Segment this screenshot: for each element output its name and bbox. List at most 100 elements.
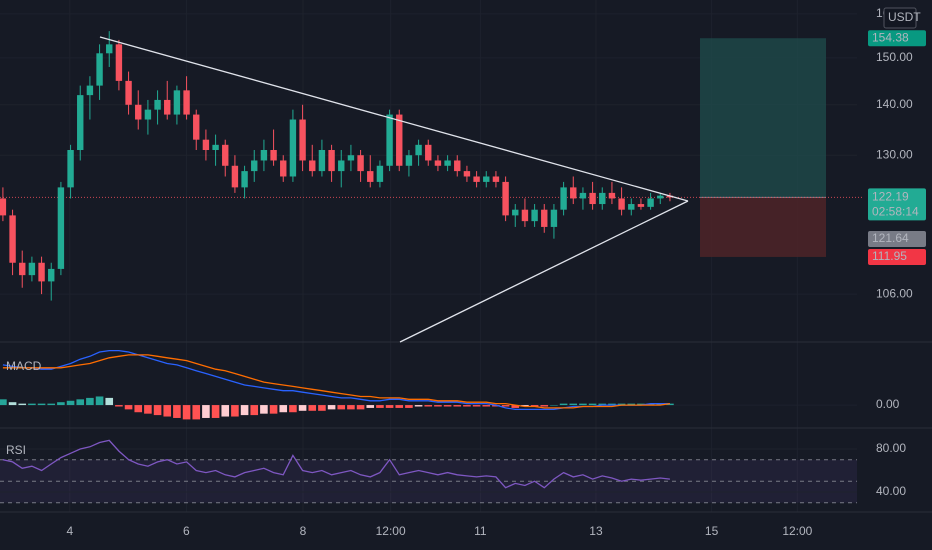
x-tick-label: 13 bbox=[589, 524, 603, 538]
candle-body bbox=[135, 104, 142, 120]
candle-body bbox=[415, 144, 422, 156]
candle-body bbox=[19, 262, 26, 276]
prev-close-label: 121.64 bbox=[872, 231, 909, 245]
histogram-bar bbox=[569, 403, 578, 406]
histogram-bar bbox=[231, 405, 239, 417]
histogram-bar bbox=[308, 405, 317, 411]
histogram-bar bbox=[550, 405, 558, 406]
candle-body bbox=[550, 209, 558, 227]
candle-body bbox=[502, 181, 509, 216]
candle-body bbox=[173, 90, 181, 115]
candle-body bbox=[473, 176, 480, 182]
candle-body bbox=[454, 160, 461, 172]
histogram-bar bbox=[221, 405, 230, 417]
histogram-bar bbox=[405, 405, 413, 408]
candle-body bbox=[86, 85, 94, 96]
candle-body bbox=[357, 155, 364, 172]
take-profit-zone bbox=[700, 38, 826, 198]
histogram-bar bbox=[414, 405, 423, 407]
candle-body bbox=[338, 160, 345, 172]
histogram-bar bbox=[37, 403, 46, 406]
histogram-bar bbox=[0, 399, 7, 406]
candle-body bbox=[483, 176, 490, 182]
candle-body bbox=[637, 204, 645, 207]
histogram-bar bbox=[656, 403, 665, 406]
candle-body bbox=[618, 198, 625, 210]
x-tick-label: 6 bbox=[183, 524, 190, 538]
candle-body bbox=[260, 150, 268, 161]
histogram-bar bbox=[298, 405, 307, 411]
histogram-bar bbox=[47, 403, 56, 406]
candle-body bbox=[328, 150, 335, 172]
series-line bbox=[2, 354, 671, 409]
histogram-bar bbox=[598, 403, 607, 406]
histogram-bar bbox=[28, 403, 36, 406]
candle-body bbox=[463, 171, 471, 177]
candle-body bbox=[67, 150, 74, 188]
candle-body bbox=[376, 165, 384, 182]
candle-body bbox=[608, 192, 616, 199]
histogram-bar bbox=[95, 396, 104, 406]
histogram-bar bbox=[124, 405, 133, 410]
histogram-bar bbox=[453, 405, 462, 407]
histogram-bar bbox=[163, 405, 172, 417]
candle-body bbox=[444, 160, 451, 166]
histogram-bar bbox=[279, 405, 288, 413]
histogram-bar bbox=[134, 405, 143, 413]
candle-body bbox=[9, 215, 16, 263]
candle-body bbox=[386, 114, 393, 166]
histogram-bar bbox=[347, 405, 355, 410]
candle-body bbox=[96, 53, 103, 86]
histogram-bar bbox=[540, 405, 549, 407]
histogram-bar bbox=[608, 403, 616, 406]
candle-body bbox=[106, 44, 113, 54]
histogram-bar bbox=[511, 405, 520, 408]
candle-body bbox=[367, 171, 374, 182]
y-tick-label: 0.00 bbox=[876, 397, 900, 411]
last-price-label: 122.19 bbox=[872, 190, 909, 204]
candle-body bbox=[599, 192, 606, 205]
histogram-bar bbox=[588, 403, 597, 406]
candle-body bbox=[647, 198, 654, 207]
candle-body bbox=[231, 165, 239, 188]
histogram-bar bbox=[8, 402, 17, 406]
histogram-bar bbox=[269, 405, 278, 414]
countdown-label: 02:58:14 bbox=[872, 205, 919, 219]
x-tick-label: 4 bbox=[66, 524, 73, 538]
histogram-bar bbox=[617, 403, 626, 406]
histogram-bar bbox=[260, 405, 268, 414]
histogram-bar bbox=[366, 405, 375, 408]
trend-line bbox=[399, 200, 689, 343]
histogram-bar bbox=[482, 405, 491, 407]
candle-body bbox=[492, 176, 500, 182]
candle-body bbox=[570, 187, 577, 199]
quote-bg bbox=[883, 7, 917, 29]
stop-loss-zone bbox=[700, 197, 826, 257]
x-tick-label: 11 bbox=[474, 524, 487, 538]
histogram-bar bbox=[395, 405, 404, 408]
candle-body bbox=[154, 99, 161, 110]
histogram-bar bbox=[530, 405, 539, 407]
series-line bbox=[2, 439, 670, 489]
candle-body bbox=[28, 262, 36, 276]
candle-body bbox=[521, 209, 529, 222]
candle-body bbox=[280, 160, 287, 177]
target-label-bg bbox=[868, 30, 926, 47]
candle-body bbox=[48, 268, 55, 282]
histogram-bar bbox=[463, 405, 471, 407]
histogram-bar bbox=[385, 405, 394, 408]
candle-body bbox=[251, 160, 258, 172]
candle-body bbox=[425, 144, 432, 161]
histogram-bar bbox=[443, 405, 452, 407]
histogram-bar bbox=[86, 397, 94, 406]
candle-body bbox=[512, 209, 519, 216]
prev-close-label-bg bbox=[868, 231, 926, 247]
histogram-bar bbox=[182, 405, 191, 420]
candle-body bbox=[396, 114, 403, 166]
candle-body bbox=[241, 171, 248, 188]
histogram-bar bbox=[666, 403, 674, 406]
candle-body bbox=[560, 187, 567, 210]
candle-body bbox=[309, 160, 316, 172]
quote-label: USDT bbox=[888, 10, 921, 24]
histogram-bar bbox=[105, 397, 114, 406]
